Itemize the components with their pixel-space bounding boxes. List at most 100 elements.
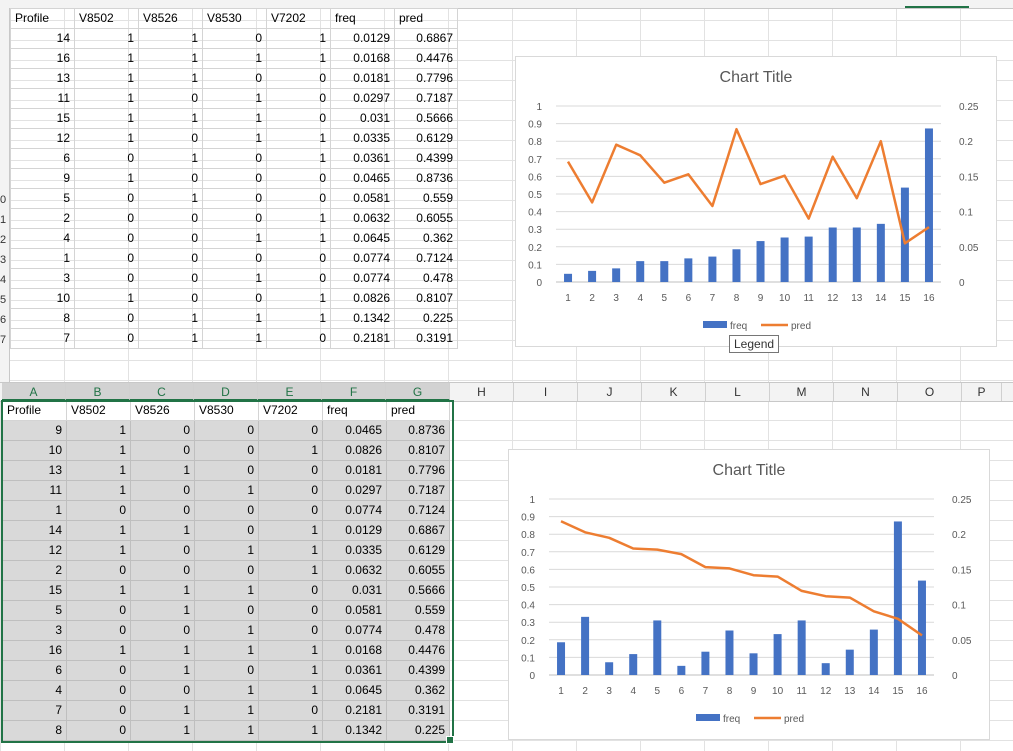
header-cell[interactable]: freq <box>330 8 395 29</box>
legend-label-pred[interactable]: pred <box>791 321 811 332</box>
column-header[interactable]: G <box>386 383 450 401</box>
legend-label-freq[interactable]: freq <box>723 714 740 725</box>
cell[interactable]: 0 <box>138 168 203 189</box>
cell[interactable]: 0 <box>74 228 139 249</box>
cell[interactable]: 0.0297 <box>330 88 395 109</box>
cell[interactable]: 0 <box>66 720 131 741</box>
cell[interactable]: 1 <box>138 28 203 49</box>
bar-freq[interactable] <box>893 521 902 675</box>
cell[interactable]: 0.6867 <box>386 520 450 541</box>
column-header[interactable]: O <box>898 383 962 401</box>
cell[interactable]: 15 <box>2 580 67 601</box>
cell[interactable]: 0 <box>138 208 203 229</box>
cell[interactable]: 16 <box>2 640 67 661</box>
cell[interactable]: 0.0297 <box>322 480 387 501</box>
cell[interactable]: 0.6129 <box>386 540 450 561</box>
cell[interactable]: 1 <box>66 440 131 461</box>
cell[interactable]: 0.6055 <box>394 208 458 229</box>
cell[interactable]: 0.7187 <box>386 480 450 501</box>
cell[interactable]: 1 <box>66 460 131 481</box>
cell[interactable]: 0.0581 <box>330 188 395 209</box>
bar-freq[interactable] <box>684 258 693 282</box>
cell[interactable]: 0 <box>266 68 331 89</box>
cell[interactable]: 1 <box>74 88 139 109</box>
cell[interactable]: 0 <box>258 700 323 721</box>
cell[interactable]: 0 <box>74 328 139 349</box>
cell[interactable]: 0 <box>138 88 203 109</box>
cell[interactable]: 4 <box>10 228 75 249</box>
cell[interactable]: 0.0826 <box>322 440 387 461</box>
cell[interactable]: 0.0645 <box>322 680 387 701</box>
cell[interactable]: 0.5666 <box>386 580 450 601</box>
cell[interactable]: 1 <box>130 520 195 541</box>
cell[interactable]: 0 <box>130 440 195 461</box>
line-pred[interactable] <box>566 127 930 245</box>
cell[interactable]: 7 <box>2 700 67 721</box>
column-header[interactable]: D <box>194 383 258 401</box>
cell[interactable]: 1 <box>194 540 259 561</box>
cell[interactable]: 1 <box>194 480 259 501</box>
cell[interactable]: 0 <box>266 268 331 289</box>
cell[interactable]: 0.4399 <box>386 660 450 681</box>
header-cell[interactable]: V7202 <box>266 8 331 29</box>
row-number[interactable]: 0 <box>0 194 7 206</box>
cell[interactable]: 0.7124 <box>386 500 450 521</box>
cell[interactable]: 0 <box>202 288 267 309</box>
bar-freq[interactable] <box>588 270 597 282</box>
bar-freq[interactable] <box>581 616 590 675</box>
cell[interactable]: 0 <box>266 328 331 349</box>
bar-freq[interactable] <box>773 634 782 675</box>
cell[interactable]: 0.478 <box>394 268 458 289</box>
cell[interactable]: 0 <box>130 560 195 581</box>
cell[interactable]: 0 <box>66 600 131 621</box>
header-cell[interactable]: V8530 <box>202 8 267 29</box>
cell[interactable]: 0 <box>194 460 259 481</box>
cell[interactable]: 0 <box>258 500 323 521</box>
bar-freq[interactable] <box>636 261 645 282</box>
column-header[interactable]: I <box>514 383 578 401</box>
cell[interactable]: 0 <box>138 248 203 269</box>
bar-freq[interactable] <box>852 227 861 282</box>
cell[interactable]: 1 <box>258 440 323 461</box>
header-cell[interactable]: V8530 <box>194 400 259 421</box>
cell[interactable]: 0 <box>74 248 139 269</box>
cell[interactable]: 0.031 <box>330 108 395 129</box>
cell[interactable]: 1 <box>130 600 195 621</box>
header-cell[interactable]: V8526 <box>138 8 203 29</box>
column-header[interactable]: F <box>322 383 386 401</box>
cell[interactable]: 0 <box>194 600 259 621</box>
row-number[interactable]: 1 <box>0 214 7 226</box>
cell[interactable]: 1 <box>130 460 195 481</box>
cell[interactable]: 0.362 <box>386 680 450 701</box>
row-number[interactable]: 7 <box>0 334 7 346</box>
bar-freq[interactable] <box>900 187 909 282</box>
cell[interactable]: 0 <box>266 168 331 189</box>
bar-freq[interactable] <box>756 241 765 282</box>
cell[interactable]: 0 <box>194 560 259 581</box>
bar-freq[interactable] <box>660 261 669 282</box>
cell[interactable]: 1 <box>202 108 267 129</box>
cell[interactable]: 1 <box>266 28 331 49</box>
cell[interactable]: 1 <box>258 640 323 661</box>
cell[interactable]: 0.0645 <box>330 228 395 249</box>
cell[interactable]: 0.0581 <box>322 600 387 621</box>
combo-chart-bottom[interactable]: Chart Title 0 0.1 0.2 0.3 0.4 0.5 0.6 0.7 0.8 0.9… <box>508 449 990 740</box>
cell[interactable]: 0.7124 <box>394 248 458 269</box>
cell[interactable]: 1 <box>138 68 203 89</box>
bar-freq[interactable] <box>677 665 686 675</box>
cell[interactable]: 0.362 <box>394 228 458 249</box>
column-header[interactable]: C <box>130 383 194 401</box>
cell[interactable]: 0.8736 <box>394 168 458 189</box>
bar-freq[interactable] <box>605 662 614 675</box>
cell[interactable]: 0.5666 <box>394 108 458 129</box>
cell[interactable]: 0 <box>130 480 195 501</box>
row-number[interactable]: 6 <box>0 314 7 326</box>
cell[interactable]: 1 <box>258 560 323 581</box>
column-header[interactable]: J <box>578 383 642 401</box>
cell[interactable]: 1 <box>266 228 331 249</box>
cell[interactable]: 7 <box>10 328 75 349</box>
cell[interactable]: 0 <box>138 268 203 289</box>
cell[interactable]: 0.0168 <box>330 48 395 69</box>
cell[interactable]: 8 <box>2 720 67 741</box>
cell[interactable]: 0.559 <box>394 188 458 209</box>
